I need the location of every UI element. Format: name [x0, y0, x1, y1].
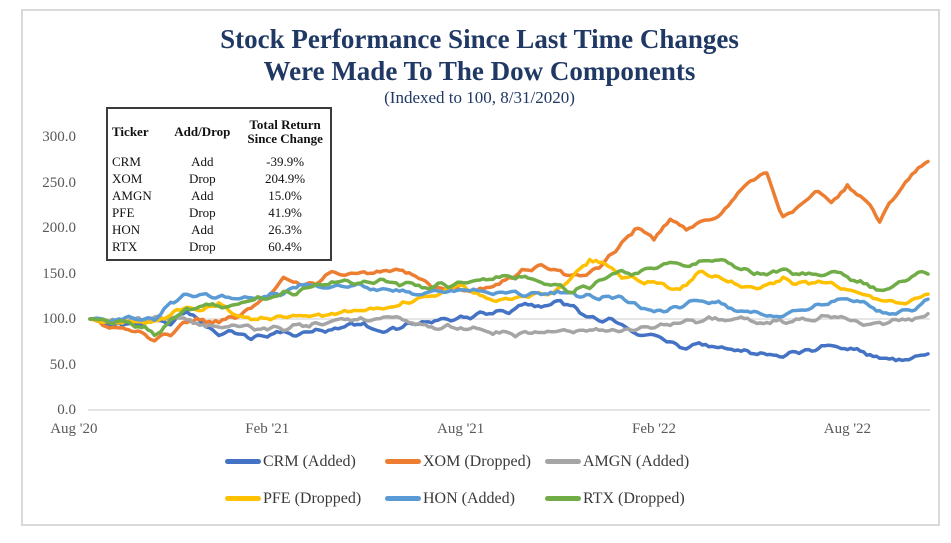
series-line-amgn	[88, 311, 930, 339]
legend-item-hon: HON (Added)	[385, 489, 515, 508]
y-tick-50: 50.0	[49, 356, 76, 373]
cell-total-return: 204.9%	[265, 171, 306, 186]
legend-label-xom: XOM (Dropped)	[423, 452, 531, 470]
cell-total-return: -39.9%	[266, 154, 305, 169]
y-tick-200: 200.0	[42, 220, 76, 236]
legend-label-amgn: AMGN (Added)	[583, 452, 690, 470]
inset-header-total-return: Total Return Since Change	[247, 117, 323, 146]
cell-add-drop: Drop	[188, 239, 216, 254]
x-tick-aug-21: Aug '21	[436, 421, 485, 437]
inset-table-row-xom: XOM Drop 204.9%	[107, 170, 331, 187]
inset-header-add-drop: Add/Drop	[174, 124, 231, 139]
legend-swatch-amgn	[545, 459, 581, 464]
y-tick-250: 250.0	[42, 174, 76, 191]
legend-swatch-rtx	[545, 496, 581, 501]
legend-item-pfe: PFE (Dropped)	[225, 489, 361, 508]
cell-add-drop: Drop	[188, 205, 216, 220]
inset-table-row-hon: HON Add 26.3%	[107, 221, 331, 238]
x-tick-aug-22: Aug '22	[823, 421, 872, 437]
legend-label-pfe: PFE (Dropped)	[263, 489, 362, 507]
chart-title-line2: Were Made To The Dow Components	[263, 56, 696, 86]
inset-table: Ticker Add/Drop Total Return Since Chang…	[106, 107, 332, 261]
legend-item-amgn: AMGN (Added)	[545, 452, 689, 471]
inset-table-row-crm: CRM Add -39.9%	[107, 153, 331, 170]
series-line-hon	[88, 282, 930, 324]
inset-header-ticker: Ticker	[112, 124, 149, 139]
y-tick-300: 300.0	[42, 129, 76, 145]
legend-label-rtx: RTX (Dropped)	[583, 489, 685, 507]
cell-add-drop: Add	[191, 188, 214, 203]
series-line-pfe	[88, 257, 930, 326]
legend-swatch-crm	[225, 459, 261, 464]
inset-table-body: CRM Add -39.9% XOM Drop 204.9% AMGN Add 15.0% PFE…	[107, 153, 331, 260]
inset-table-row-rtx: RTX Drop 60.4%	[107, 238, 331, 260]
cell-ticker: RTX	[112, 239, 138, 254]
y-tick-150: 150.0	[42, 265, 76, 282]
legend-item-xom: XOM (Dropped)	[385, 452, 531, 471]
legend-label-crm: CRM (Added)	[263, 452, 356, 470]
cell-total-return: 26.3%	[268, 222, 302, 237]
chart-subtitle: (Indexed to 100, 8/31/2020)	[384, 88, 575, 107]
cell-ticker: HON	[112, 222, 141, 237]
legend-item-rtx: RTX (Dropped)	[545, 489, 685, 508]
y-tick-100: 100.0	[42, 311, 76, 327]
legend-label-hon: HON (Added)	[423, 489, 515, 507]
cell-add-drop: Add	[191, 154, 214, 169]
cell-add-drop: Drop	[188, 171, 216, 186]
inset-table-row-amgn: AMGN Add 15.0%	[107, 187, 331, 204]
chart-title-line1: Stock Performance Since Last Time Change…	[220, 24, 739, 54]
legend-swatch-pfe	[225, 496, 261, 501]
x-tick-aug-20: Aug '20	[50, 421, 98, 437]
series-line-crm	[88, 298, 930, 363]
cell-ticker: CRM	[112, 154, 141, 169]
cell-ticker: AMGN	[112, 188, 152, 203]
x-tick-feb-21: Feb '21	[245, 421, 290, 437]
legend-swatch-xom	[385, 459, 421, 464]
y-tick-0: 0.0	[57, 402, 76, 418]
inset-table-header: Ticker Add/Drop Total Return Since Chang…	[107, 108, 331, 153]
cell-ticker: PFE	[112, 205, 135, 220]
cell-total-return: 60.4%	[268, 239, 302, 254]
cell-total-return: 41.9%	[268, 205, 302, 220]
cell-ticker: XOM	[112, 171, 143, 186]
inset-table-row-pfe: PFE Drop 41.9%	[107, 204, 331, 221]
cell-total-return: 15.0%	[268, 188, 302, 203]
legend-swatch-hon	[385, 496, 421, 501]
cell-add-drop: Add	[191, 222, 214, 237]
chart-frame	[21, 9, 940, 526]
legend-item-crm: CRM (Added)	[225, 452, 356, 471]
x-tick-feb-22: Feb '22	[632, 421, 677, 437]
series-line-rtx	[88, 257, 930, 338]
